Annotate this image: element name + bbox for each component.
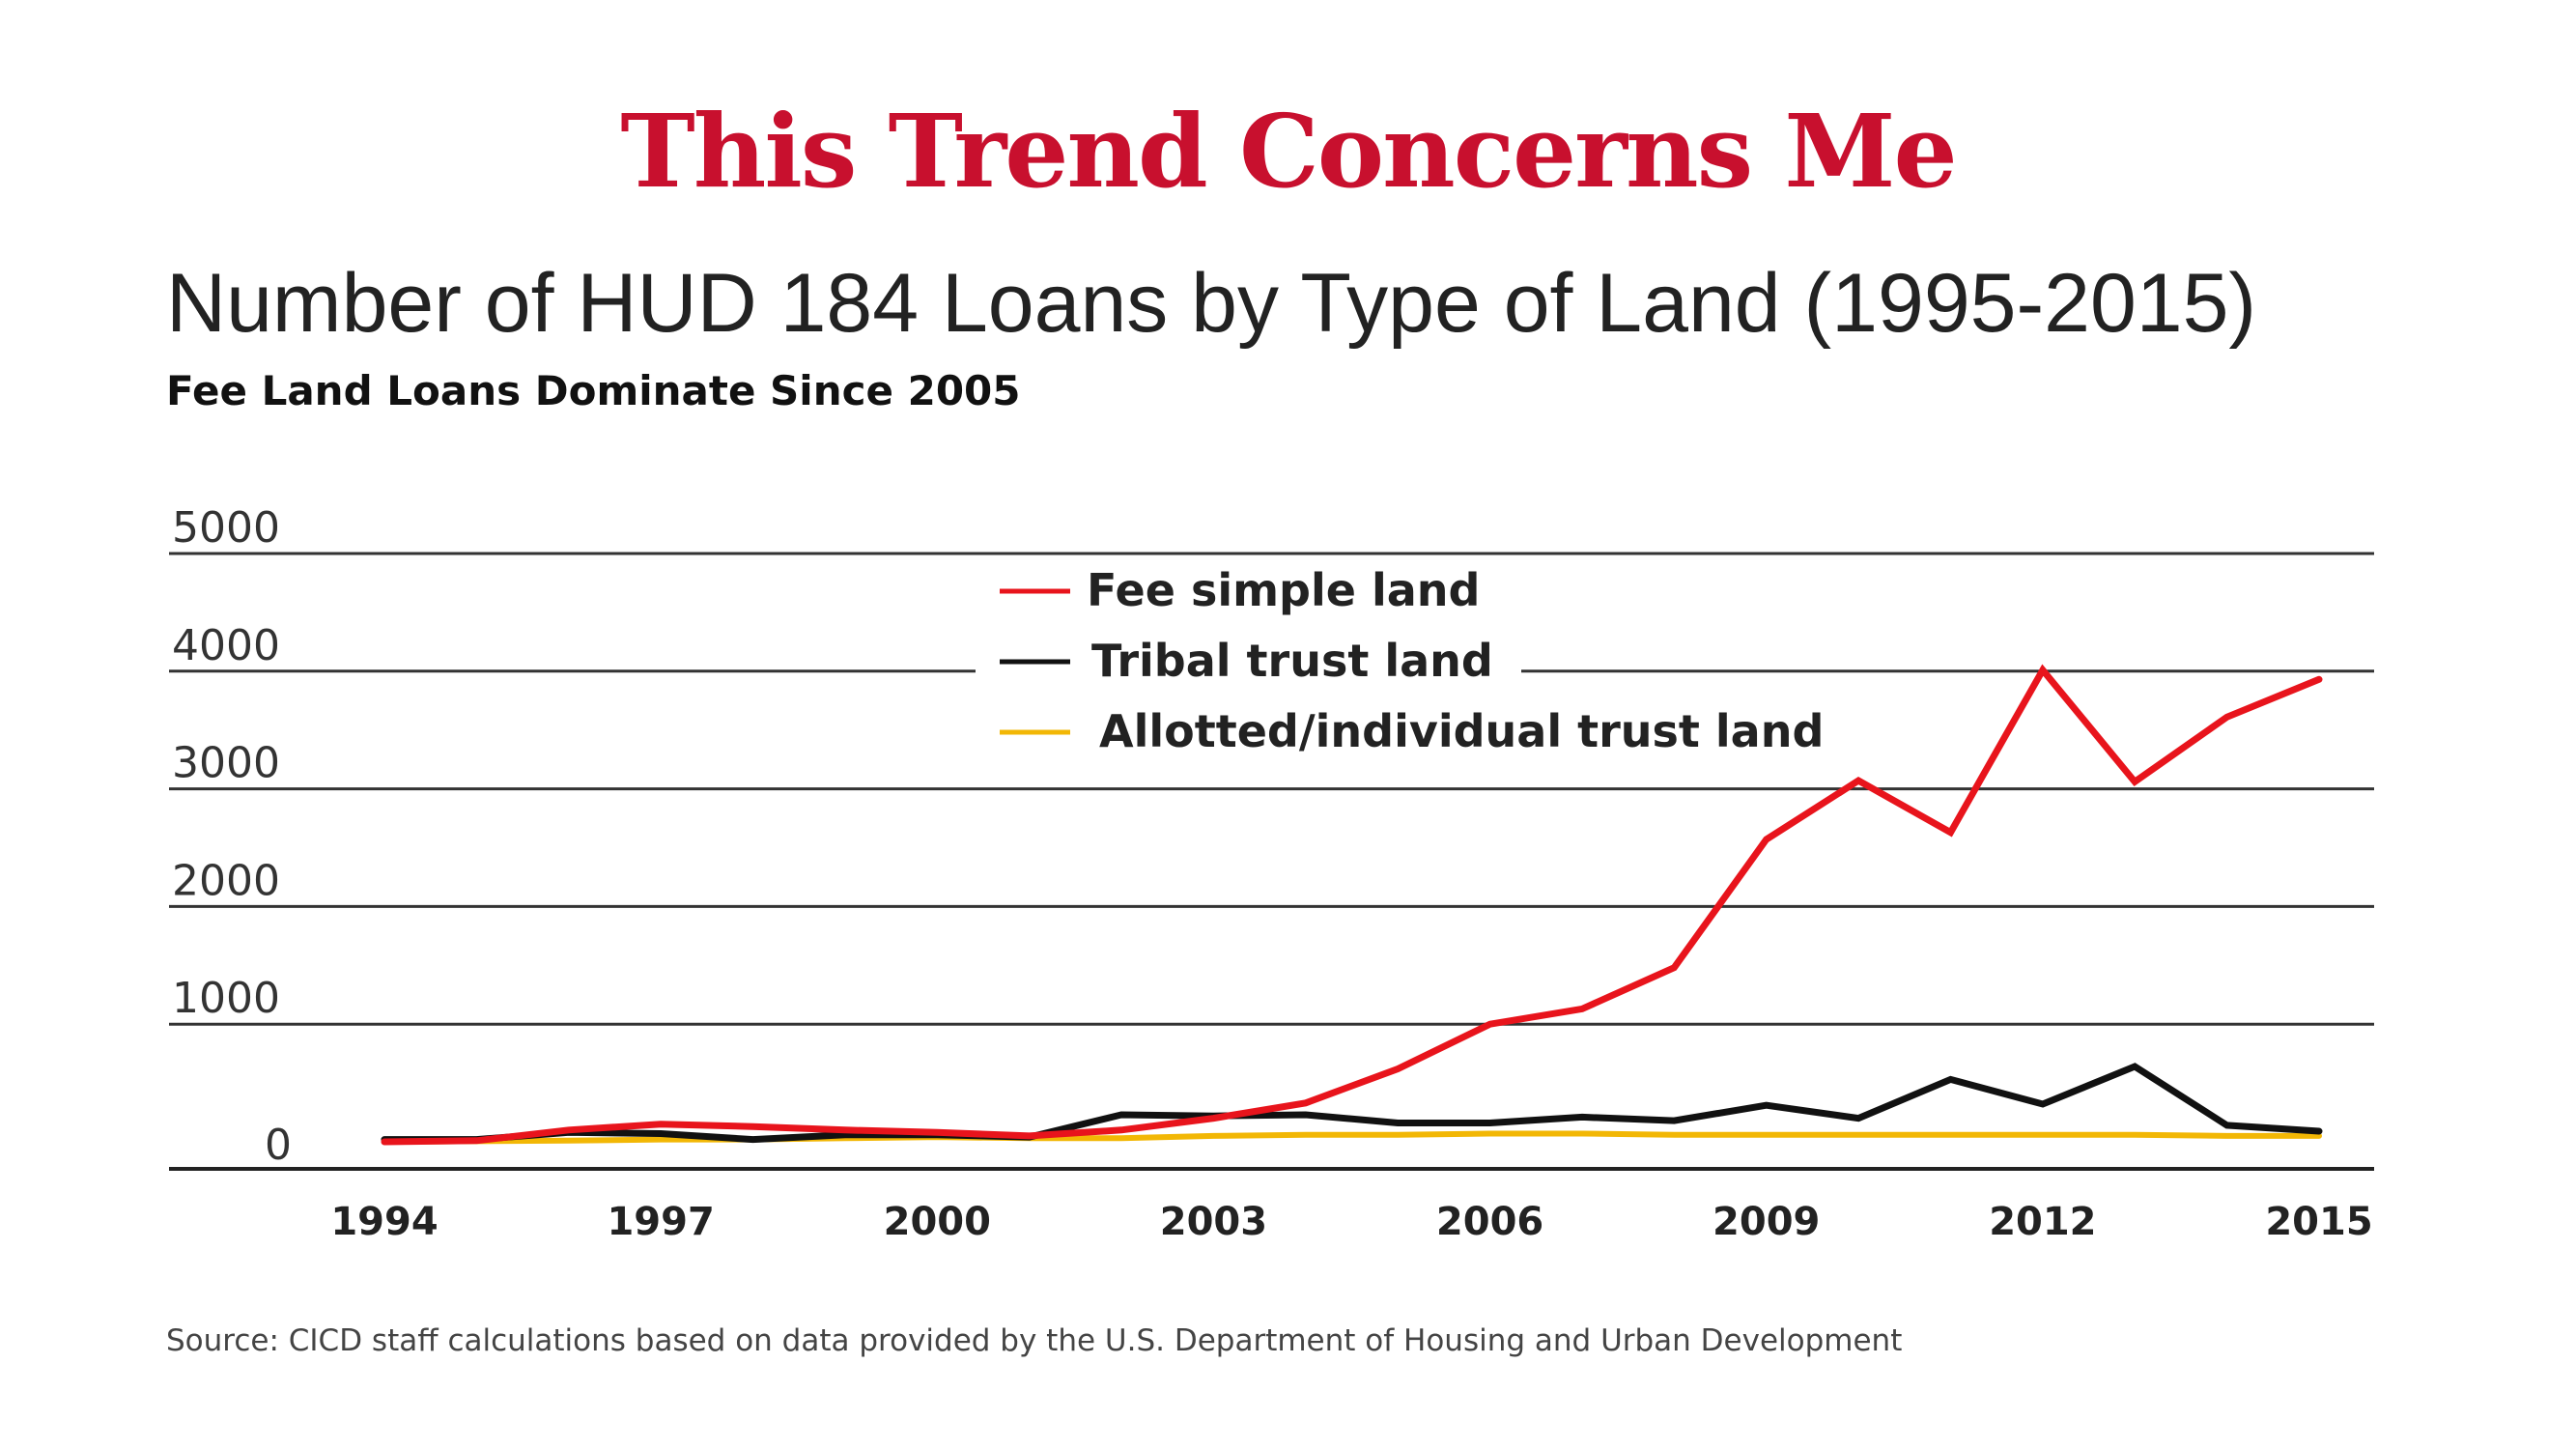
ytick-label-3000: 3000 [172,739,280,788]
series-line-fee-simple-land [381,664,2323,1146]
chart-title: Number of HUD 184 Loans by Type of Land … [166,257,2257,350]
axis-layer: 5000 4000 3000 2000 1000 0 1994 1997 2000 2003 200… [169,503,2374,1244]
chart-subtitle: Fee Land Loans Dominate Since 2005 [166,367,1021,414]
source-note: Source: CICD staff calculations based on… [166,1323,1903,1358]
grid-layer [169,552,2374,1026]
xtick-label-2012: 2012 [1989,1200,2096,1244]
xtick-label-2015: 2015 [2265,1200,2372,1244]
legend-label-allotted-individual-trust-land: Allotted/individual trust land [1099,705,1824,757]
headline: This Trend Concerns Me [620,92,1957,211]
ytick-label-0: 0 [265,1121,292,1170]
legend-label-tribal-trust-land: Tribal trust land [1091,635,1493,687]
xtick-label-1997: 1997 [607,1200,714,1244]
xtick-label-2006: 2006 [1436,1200,1543,1244]
ytick-label-1000: 1000 [172,974,280,1023]
series-layer [381,664,2323,1146]
series-line-tribal-trust-land [381,1063,2323,1144]
xtick-label-1994: 1994 [330,1200,438,1244]
ytick-label-5000: 5000 [172,503,280,553]
legend-label-fee-simple-land: Fee simple land [1087,564,1480,616]
xtick-label-2003: 2003 [1160,1200,1267,1244]
xtick-label-2009: 2009 [1713,1200,1820,1244]
ytick-label-4000: 4000 [172,621,280,670]
ytick-label-2000: 2000 [172,856,280,905]
legend-layer: Fee simple land Tribal trust land Allotted… [1000,564,1824,757]
xtick-label-2000: 2000 [884,1200,991,1244]
